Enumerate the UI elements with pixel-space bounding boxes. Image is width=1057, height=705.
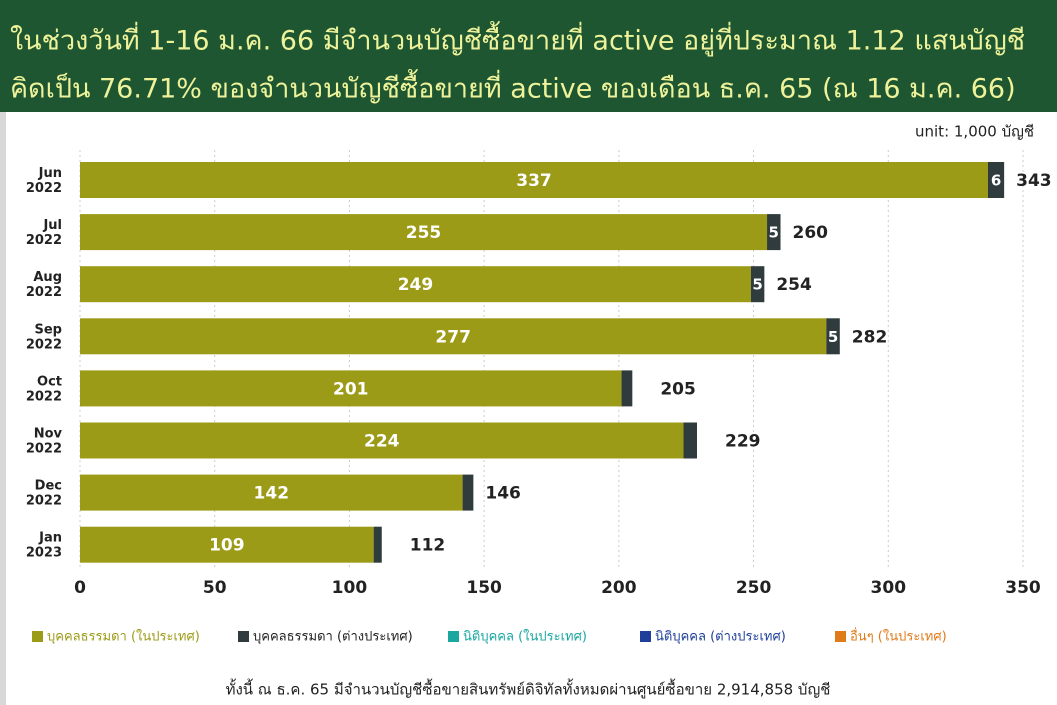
total-label: 260 <box>793 223 829 243</box>
unit-label: unit: 1,000 บัญชี <box>915 123 1034 141</box>
legend-swatch <box>640 631 651 642</box>
bar-segment <box>462 474 474 511</box>
legend-label: นิติบุคคล (ในประเทศ) <box>463 629 587 645</box>
legend-label: บุคคลธรรมดา (ต่างประเทศ) <box>253 630 413 645</box>
total-label: 254 <box>776 275 812 295</box>
total-label: 205 <box>660 379 696 399</box>
value-label: 337 <box>516 171 552 191</box>
bar-segment <box>621 370 633 407</box>
bar-segment <box>80 474 463 511</box>
y-tick-label: Dec 2022 <box>26 478 62 508</box>
y-tick-label-line: Oct <box>37 374 62 389</box>
legend-swatch <box>238 631 249 642</box>
bar-segment <box>80 214 768 251</box>
chart-title: ในช่วงวันที่ 1-16 ม.ค. 66 มีจำนวนบัญชีซื… <box>10 21 1025 57</box>
bar-segment <box>683 422 697 459</box>
y-tick-label-line: Jan <box>38 530 62 545</box>
x-tick-label: 350 <box>1005 578 1041 598</box>
total-label: 343 <box>1016 171 1052 191</box>
legend-label: บุคคลธรรมดา (ในประเทศ) <box>47 629 200 645</box>
y-tick-label-line: 2022 <box>26 337 62 352</box>
y-tick-label-line: 2022 <box>26 181 62 196</box>
value-label: 5 <box>828 328 838 346</box>
bar-segment <box>80 318 827 355</box>
y-tick-label: Jun 2022 <box>26 166 62 196</box>
x-tick-label: 50 <box>203 578 227 598</box>
x-tick-label: 0 <box>74 578 86 598</box>
value-label: 109 <box>209 536 245 556</box>
bar-segment <box>80 526 374 563</box>
y-tick-label-line: Aug <box>33 270 62 285</box>
bar-segment <box>767 214 781 251</box>
legend-label: อื่นๆ (ในประเทศ) <box>850 628 947 645</box>
x-tick-label: 300 <box>871 578 907 598</box>
total-label: 112 <box>410 536 446 556</box>
y-tick-label: Oct 2022 <box>26 374 62 404</box>
bar-segment <box>826 318 840 355</box>
x-tick-label: 250 <box>736 578 772 598</box>
legend-swatch <box>835 631 846 642</box>
bar-segment <box>373 526 382 563</box>
value-label: 224 <box>364 432 400 452</box>
bar-segment <box>80 266 751 303</box>
y-tick-label-line: 2022 <box>26 233 62 248</box>
value-label: 142 <box>254 484 290 504</box>
legend-swatch <box>448 631 459 642</box>
total-label: 282 <box>852 327 888 347</box>
y-tick-label-line: 2022 <box>26 389 62 404</box>
y-tick-label: Sep 2022 <box>26 322 62 352</box>
y-tick-label-line: Nov <box>34 426 63 441</box>
y-tick-label-line: 2023 <box>26 545 62 560</box>
value-label: 249 <box>398 275 434 295</box>
y-tick-label: Jul 2022 <box>26 218 62 248</box>
value-label: 5 <box>769 224 779 242</box>
footnote: ทั้งนี้ ณ ธ.ค. 65 มีจำนวนบัญชีซื้อขายสิน… <box>226 679 831 699</box>
legend-label: นิติบุคคล (ต่างประเทศ) <box>655 630 786 645</box>
x-tick-label: 100 <box>332 578 368 598</box>
left-edge <box>0 112 6 705</box>
title-banner <box>0 0 1057 112</box>
bar-segment <box>80 422 684 459</box>
y-tick-label: Jan 2023 <box>26 530 62 560</box>
value-label: 5 <box>752 276 762 294</box>
x-tick-label: 150 <box>466 578 502 598</box>
value-label: 201 <box>333 379 369 399</box>
total-label: 146 <box>485 484 521 504</box>
y-tick-label-line: 2022 <box>26 285 62 300</box>
bar-segment <box>80 162 988 198</box>
value-label: 255 <box>406 223 442 243</box>
bar-segment <box>750 266 765 303</box>
chart-title: คิดเป็น 76.71% ของจำนวนบัญชีซื้อขายที่ a… <box>10 69 1016 105</box>
y-tick-label-line: Dec <box>35 478 62 493</box>
value-label: 277 <box>435 327 471 347</box>
y-tick-label-line: Sep <box>35 322 63 337</box>
y-tick-label-line: Jul <box>42 218 62 233</box>
y-tick-label: Aug 2022 <box>26 270 62 300</box>
total-label: 229 <box>725 432 761 452</box>
y-tick-label: Nov 2022 <box>26 426 63 456</box>
y-tick-label-line: Jun <box>38 166 62 181</box>
value-label: 6 <box>991 172 1001 190</box>
legend-swatch <box>32 631 43 642</box>
y-tick-label-line: 2022 <box>26 493 62 508</box>
y-tick-label-line: 2022 <box>26 441 62 456</box>
x-tick-label: 200 <box>601 578 637 598</box>
bar-segment <box>987 162 1005 198</box>
bar-segment <box>80 370 622 407</box>
